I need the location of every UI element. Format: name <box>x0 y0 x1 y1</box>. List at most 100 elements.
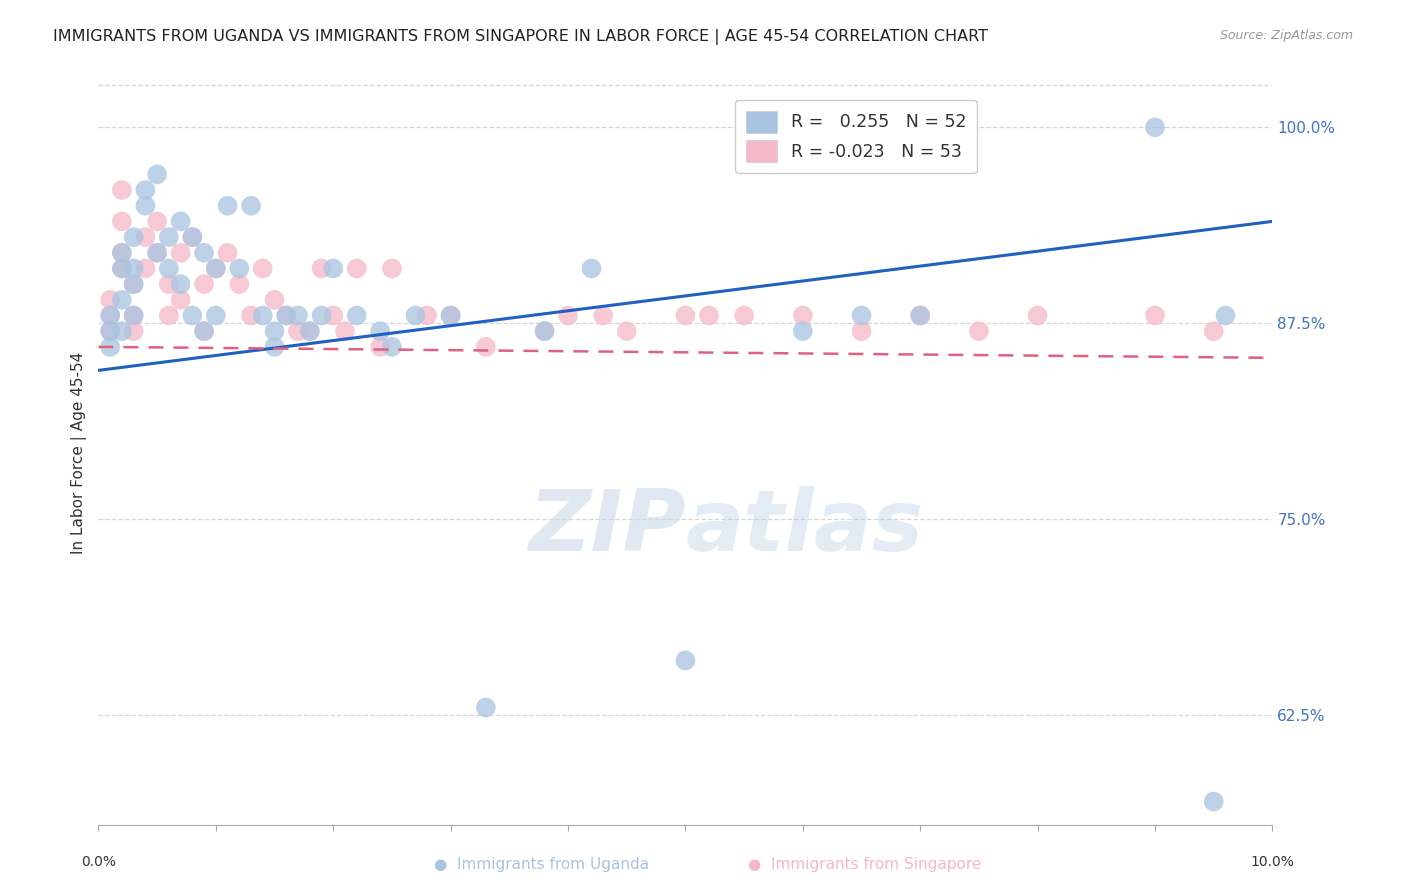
Point <box>111 245 134 260</box>
Point <box>217 245 239 260</box>
Text: ●  Immigrants from Singapore: ● Immigrants from Singapore <box>748 857 981 872</box>
Point <box>333 324 356 338</box>
Legend: R =   0.255   N = 52, R = -0.023   N = 53: R = 0.255 N = 52, R = -0.023 N = 53 <box>735 100 977 172</box>
Point <box>439 309 461 323</box>
Point <box>98 340 121 354</box>
Point <box>205 309 228 323</box>
Point <box>146 245 169 260</box>
Point <box>675 309 697 323</box>
Point <box>792 309 814 323</box>
Point <box>557 309 579 323</box>
Point <box>193 245 215 260</box>
Point <box>675 653 697 667</box>
Point <box>122 230 145 244</box>
Point <box>346 309 368 323</box>
Point <box>111 183 134 197</box>
Point <box>311 261 333 276</box>
Point <box>157 230 180 244</box>
Point <box>240 309 263 323</box>
Point <box>193 277 215 292</box>
Text: ZIP: ZIP <box>527 485 686 569</box>
Point <box>733 309 755 323</box>
Point <box>263 293 285 307</box>
Point <box>851 324 873 338</box>
Point <box>475 700 498 714</box>
Point <box>169 293 191 307</box>
Point <box>98 309 121 323</box>
Point <box>111 214 134 228</box>
Point <box>368 340 391 354</box>
Point <box>276 309 298 323</box>
Point <box>311 309 333 323</box>
Point <box>134 199 156 213</box>
Point <box>322 261 344 276</box>
Point <box>1144 120 1167 135</box>
Text: IMMIGRANTS FROM UGANDA VS IMMIGRANTS FROM SINGAPORE IN LABOR FORCE | AGE 45-54 C: IMMIGRANTS FROM UGANDA VS IMMIGRANTS FRO… <box>53 29 988 45</box>
Y-axis label: In Labor Force | Age 45-54: In Labor Force | Age 45-54 <box>72 351 87 554</box>
Point <box>134 183 156 197</box>
Text: atlas: atlas <box>686 485 924 569</box>
Point <box>298 324 321 338</box>
Point <box>157 309 180 323</box>
Point <box>240 199 263 213</box>
Point <box>169 245 191 260</box>
Point <box>581 261 603 276</box>
Point <box>346 261 368 276</box>
Point <box>533 324 555 338</box>
Point <box>533 324 555 338</box>
Point <box>1144 309 1167 323</box>
Point <box>616 324 638 338</box>
Point <box>404 309 426 323</box>
Point <box>1215 309 1237 323</box>
Point <box>287 309 309 323</box>
Point <box>910 309 932 323</box>
Point <box>98 324 121 338</box>
Point <box>193 324 215 338</box>
Point <box>792 324 814 338</box>
Point <box>134 230 156 244</box>
Point <box>122 277 145 292</box>
Point <box>122 309 145 323</box>
Point <box>228 261 250 276</box>
Point <box>111 261 134 276</box>
Point <box>122 324 145 338</box>
Point <box>98 324 121 338</box>
Point <box>287 324 309 338</box>
Point <box>111 261 134 276</box>
Point <box>122 277 145 292</box>
Point <box>1202 795 1225 809</box>
Point <box>263 340 285 354</box>
Point <box>181 230 204 244</box>
Point <box>205 261 228 276</box>
Point <box>169 277 191 292</box>
Point <box>276 309 298 323</box>
Point <box>368 324 391 338</box>
Point <box>322 309 344 323</box>
Point <box>381 340 404 354</box>
Point <box>697 309 720 323</box>
Point <box>851 309 873 323</box>
Point <box>181 230 204 244</box>
Point <box>475 340 498 354</box>
Point <box>111 245 134 260</box>
Text: Source: ZipAtlas.com: Source: ZipAtlas.com <box>1219 29 1353 42</box>
Point <box>967 324 990 338</box>
Point <box>111 324 134 338</box>
Point <box>439 309 461 323</box>
Point <box>111 293 134 307</box>
Point <box>146 245 169 260</box>
Point <box>416 309 439 323</box>
Point <box>193 324 215 338</box>
Point <box>146 214 169 228</box>
Point <box>146 167 169 181</box>
Point <box>157 277 180 292</box>
Point <box>252 309 274 323</box>
Point <box>157 261 180 276</box>
Point <box>169 214 191 228</box>
Point <box>228 277 250 292</box>
Text: 0.0%: 0.0% <box>82 855 115 869</box>
Point <box>1202 324 1225 338</box>
Point <box>122 309 145 323</box>
Point <box>181 309 204 323</box>
Point <box>205 261 228 276</box>
